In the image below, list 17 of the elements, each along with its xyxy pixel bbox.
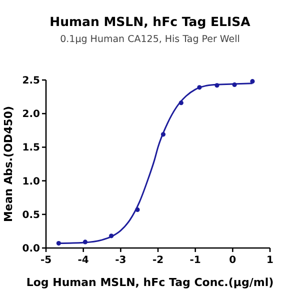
x-tick-label: 1 <box>266 255 274 266</box>
x-axis-title: Log Human MSLN, hFc Tag Conc.(μg/ml) <box>26 276 274 289</box>
chart-subtitle: 0.1μg Human CA125, His Tag Per Well <box>60 34 240 45</box>
x-tick-label: -5 <box>40 255 52 266</box>
x-tick-label: -1 <box>190 255 201 266</box>
x-tick-label: 0 <box>229 255 236 266</box>
y-tick-label: 2.5 <box>22 76 40 86</box>
y-tick-label: 0.5 <box>22 210 40 221</box>
y-axis-title: Mean Abs.(OD450) <box>2 106 15 222</box>
x-tick-label: -2 <box>152 255 164 266</box>
x-tick-label: -4 <box>78 255 89 266</box>
y-tick-label: 1.5 <box>22 142 40 154</box>
chart-title: Human MSLN, hFc Tag ELISA <box>50 14 251 29</box>
y-tick-label: 1.0 <box>22 176 40 188</box>
x-tick-label: -3 <box>115 255 126 266</box>
y-tick-label: 0.0 <box>22 244 40 254</box>
y-tick-label: 2.0 <box>22 109 40 120</box>
